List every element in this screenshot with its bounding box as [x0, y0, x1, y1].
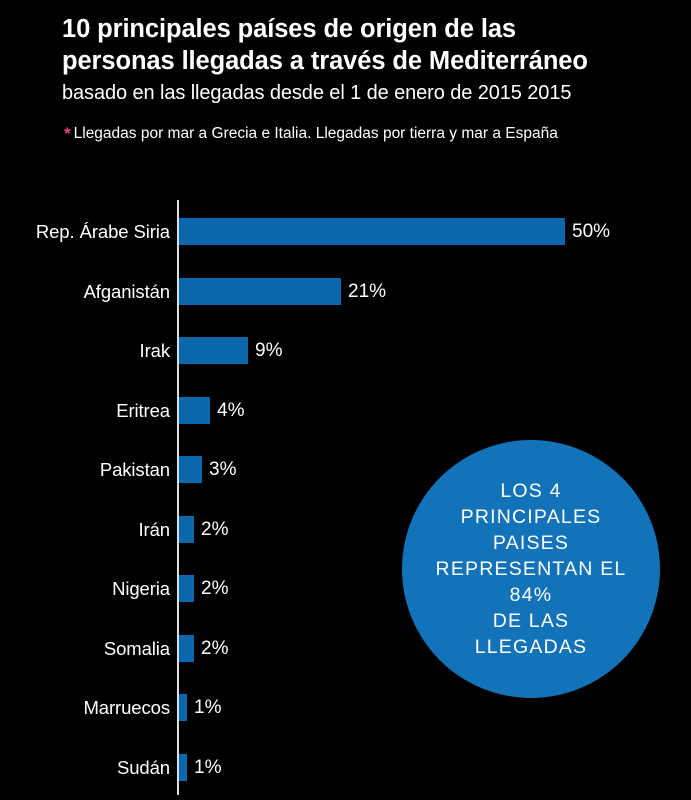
bar [179, 575, 194, 602]
bar-category-label: Eritrea [116, 399, 170, 421]
bar-row: Irak 9% [0, 337, 691, 364]
bar-value-label: 50% [572, 221, 611, 242]
bar [179, 277, 341, 305]
bar [179, 753, 187, 781]
bar-row: Afganistán 21% [0, 277, 691, 305]
bar-category-label: Nigeria [112, 578, 170, 599]
bar-with-value: 2% [179, 634, 229, 662]
bar [179, 634, 194, 662]
callout-circle: LOS 4 PRINCIPALES PAISES REPRESENTAN EL 84% D… [402, 440, 660, 698]
bar-row: Somalia 2% [0, 634, 691, 662]
bar-with-value: 2% [179, 515, 229, 543]
bar [179, 218, 565, 245]
bar-with-value: 4% [179, 396, 245, 424]
callout-line: PAISES [492, 532, 570, 554]
footnote: * Llegadas por mar a Grecia e Italia. Lle… [64, 124, 558, 144]
bar-value-label: 3% [209, 459, 237, 480]
callout-line: LOS 4 [500, 480, 562, 502]
title-block: 10 principales países de origen de las p… [62, 13, 662, 107]
callout-line: 84% [509, 584, 553, 606]
bar-category-label: Rep. Árabe Siria [35, 221, 170, 242]
bar-row: Rep. Árabe Siria 50% [0, 218, 691, 245]
page-title-line-1: 10 principales países de origen de las [62, 15, 516, 43]
bar-value-label: 2% [201, 637, 229, 659]
bar-with-value: 1% [179, 694, 221, 721]
bar-value-label: 2% [201, 578, 229, 599]
bar-value-label: 2% [201, 518, 229, 540]
bar [179, 456, 202, 483]
bar-chart: Rep. Árabe Siria 50% Afganistán 21% Irak 9% Er… [0, 195, 691, 800]
bar-value-label: 1% [194, 756, 222, 778]
bar-row: Sudán 1% [0, 753, 691, 781]
y-axis-line [177, 200, 179, 795]
bar-row: Eritrea 4% [0, 396, 691, 424]
asterisk-icon: * [64, 124, 71, 143]
bar-value-label: 1% [194, 697, 222, 718]
bar-category-label: Somalia [103, 637, 170, 659]
bar-with-value: 9% [179, 337, 282, 364]
bar-value-label: 21% [348, 280, 387, 302]
bar-category-label: Afganistán [83, 280, 171, 302]
bar-value-label: 4% [217, 399, 245, 421]
bar-row: Nigeria 2% [0, 575, 691, 602]
bar-value-label: 9% [255, 340, 283, 361]
bar-category-label: Sudán [117, 756, 170, 778]
bar [179, 337, 248, 364]
bar-category-label: Pakistan [99, 459, 170, 480]
bar-with-value: 50% [179, 218, 610, 245]
bar-row: Irán 2% [0, 515, 691, 543]
bar-category-label: Marruecos [83, 697, 171, 718]
bar-with-value: 1% [179, 753, 222, 781]
footnote-text: Llegadas por mar a Grecia e Italia. Lleg… [73, 125, 558, 142]
callout-line: PRINCIPALES [460, 506, 602, 528]
bar-category-label: Irak [139, 340, 171, 361]
bar-row: Pakistan 3% [0, 456, 691, 483]
bar-row: Marruecos 1% [0, 694, 691, 721]
bar [179, 515, 194, 543]
page-title-line-2: personas llegadas a través de Mediterrán… [62, 47, 588, 75]
bar [179, 396, 210, 424]
callout-line: LLEGADAS [474, 636, 588, 658]
page-subtitle: basado en las llegadas desde el 1 de ene… [62, 82, 572, 104]
bar [179, 694, 187, 721]
bar-category-label: Irán [138, 518, 171, 540]
bar-with-value: 3% [179, 456, 236, 483]
callout-line: DE LAS [492, 610, 570, 632]
bar-with-value: 2% [179, 575, 228, 602]
bar-with-value: 21% [179, 277, 387, 305]
callout-line: REPRESENTAN EL [435, 558, 627, 580]
